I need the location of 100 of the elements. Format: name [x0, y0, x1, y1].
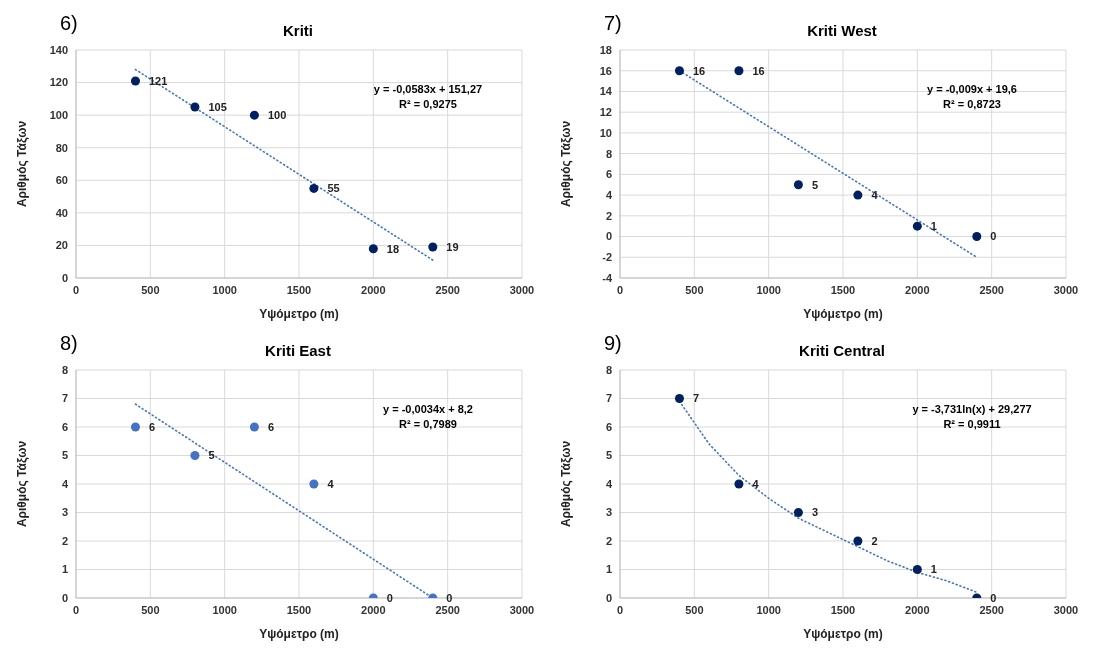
y-tick-label: 16: [599, 64, 612, 77]
data-label: 7: [692, 392, 700, 405]
y-axis-title: Αριθμός Τάξων: [559, 120, 574, 208]
data-label: 0: [446, 591, 453, 604]
x-tick-label: 0: [616, 603, 624, 616]
point: [309, 479, 319, 489]
data-label: 16: [752, 64, 765, 77]
x-axis-title: Υψόμετρο (m): [803, 627, 883, 641]
chart-title: Kriti: [283, 22, 313, 39]
y-tick-label: 80: [55, 141, 68, 154]
text: 9): [604, 332, 622, 355]
data-label: 5: [811, 178, 819, 191]
data-label: 0: [990, 591, 997, 604]
point: [249, 422, 259, 432]
y-tick-label: 4: [605, 189, 613, 201]
point: [972, 232, 982, 242]
y-tick-label: 2: [605, 534, 612, 547]
point: [309, 183, 319, 193]
chart-title: Kriti Central: [799, 342, 885, 359]
point: [853, 190, 863, 200]
x-axis-title: Υψόμετρο (m): [803, 307, 883, 321]
x-tick-label: 1500: [830, 283, 856, 296]
y-tick-label: 6: [605, 420, 612, 433]
chart-title: Kriti West: [807, 22, 877, 39]
x-tick-label: 0: [616, 283, 624, 296]
y-tick-label: 6: [605, 168, 612, 181]
x-tick-label: 0: [72, 603, 80, 616]
y-tick-label: 140: [49, 43, 68, 56]
data-label: 2: [871, 534, 878, 547]
text: 6): [60, 12, 78, 35]
y-tick-label: 18: [599, 43, 612, 56]
y-tick-label: 40: [55, 206, 68, 219]
y-tick-label: 1: [61, 563, 68, 576]
text: 8): [60, 332, 78, 355]
point: [130, 422, 140, 432]
data-label: 5: [208, 449, 215, 462]
y-tick-label: 10: [599, 126, 612, 139]
text: 7): [604, 12, 622, 35]
y-axis-title: Αριθμός Τάξων: [15, 120, 30, 208]
data-label: 1: [930, 220, 937, 233]
x-axis-title: Υψόμετρο (m): [259, 627, 339, 641]
x-tick-label: 1500: [830, 603, 856, 616]
y-axis-title: Αριθμός Τάξων: [559, 440, 574, 528]
data-label: 4: [327, 477, 335, 490]
y-tick-label: 8: [605, 363, 612, 376]
y-tick-label: -4: [602, 271, 613, 284]
y-tick-label: 0: [605, 591, 612, 604]
y-tick-label: 100: [49, 109, 68, 122]
data-label: 6: [267, 420, 275, 433]
point: [130, 76, 140, 86]
point: [793, 180, 803, 190]
y-tick-label: 120: [49, 76, 68, 89]
point: [249, 110, 259, 120]
data-label: 3: [811, 506, 819, 519]
x-tick-label: 1000: [212, 603, 237, 616]
x-tick-label: 2000: [905, 283, 930, 296]
x-tick-label: 500: [685, 603, 704, 616]
y-tick-label: -2: [602, 251, 612, 264]
data-label: 100: [267, 109, 287, 122]
x-tick-label: 1000: [756, 603, 781, 616]
x-tick-label: 2500: [979, 603, 1004, 616]
x-tick-label: 3000: [1053, 603, 1079, 616]
y-tick-label: 4: [61, 477, 69, 490]
y-tick-label: 20: [55, 239, 68, 252]
data-label: 0: [386, 591, 393, 604]
annotation: y = -0,0583x + 151,27: [372, 82, 484, 97]
data-label: 55: [327, 182, 340, 195]
data-label: 19: [446, 240, 459, 253]
y-tick-label: 60: [55, 174, 68, 187]
y-tick-label: 14: [599, 85, 613, 98]
y-tick-label: 7: [605, 392, 612, 405]
point: [428, 242, 438, 252]
x-tick-label: 2500: [979, 283, 1004, 296]
x-tick-label: 3000: [509, 283, 535, 296]
annotation: R² = 0,7989: [398, 417, 458, 432]
data-label: 1: [930, 563, 937, 576]
x-tick-label: 2500: [435, 603, 460, 616]
point: [368, 244, 378, 254]
x-tick-label: 2000: [905, 603, 930, 616]
y-tick-label: 5: [605, 449, 612, 462]
point: [674, 66, 684, 76]
data-label: 18: [386, 242, 400, 255]
annotation: y = -0,0034x + 8,2: [382, 402, 474, 417]
x-tick-label: 1500: [286, 283, 312, 296]
x-axis-title: Υψόμετρο (m): [259, 307, 339, 321]
y-tick-label: 12: [599, 106, 612, 119]
y-tick-label: 5: [61, 449, 68, 462]
x-tick-label: 500: [141, 283, 160, 296]
point: [190, 102, 200, 112]
y-tick-label: 2: [605, 209, 612, 222]
data-label: 4: [752, 477, 760, 490]
data-label: 4: [871, 189, 879, 201]
y-tick-label: 4: [605, 477, 613, 490]
x-tick-label: 500: [685, 283, 704, 296]
point: [793, 507, 803, 518]
point: [734, 66, 744, 76]
x-tick-label: 3000: [509, 603, 535, 616]
point: [912, 221, 922, 231]
y-tick-label: 0: [61, 271, 68, 284]
annotation: R² = 0,8723: [942, 97, 1002, 112]
